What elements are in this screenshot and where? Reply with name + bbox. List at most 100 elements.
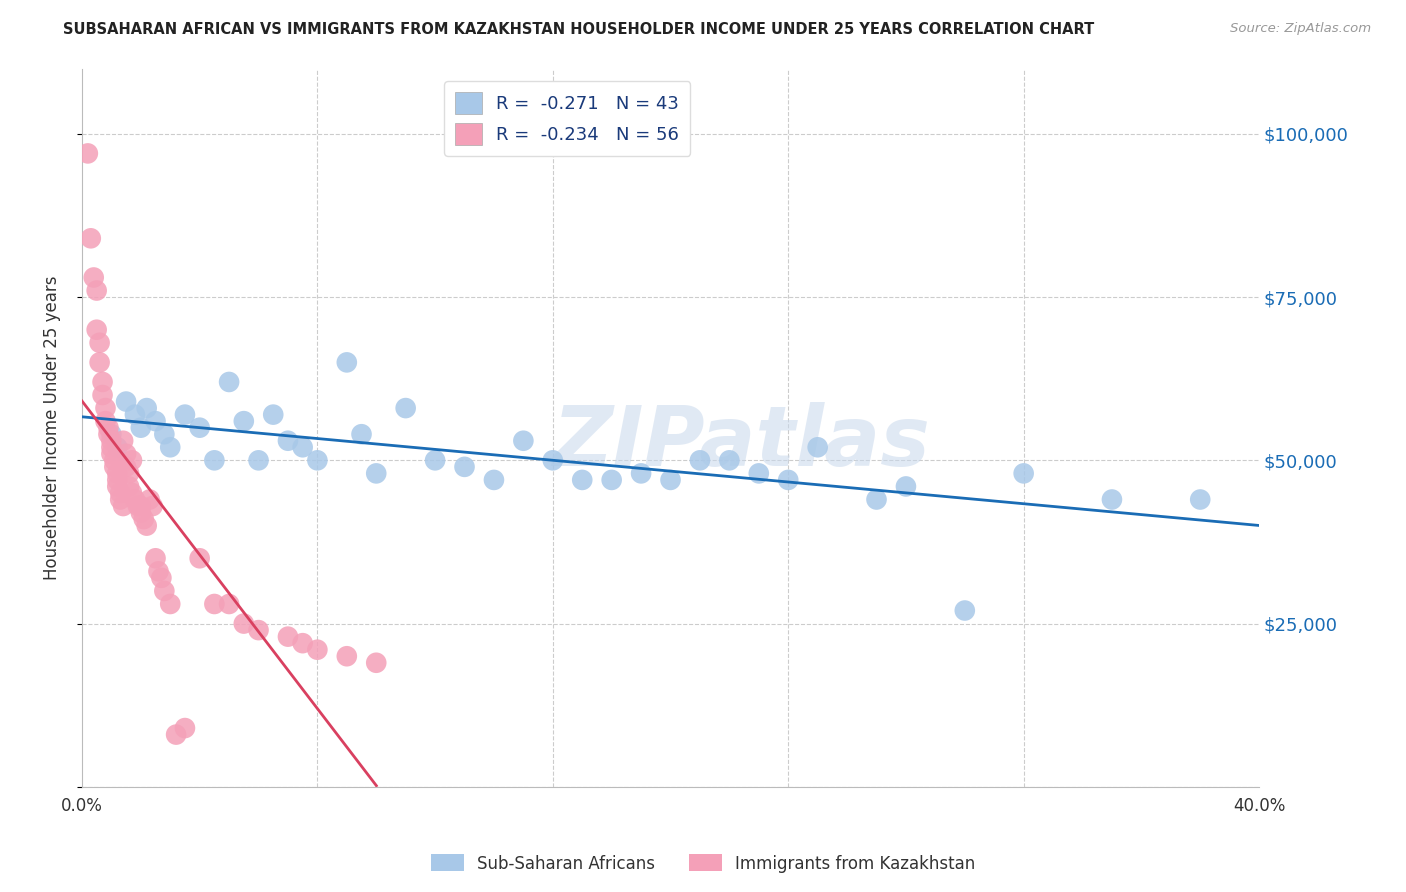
Point <box>105 473 128 487</box>
Point <box>124 408 146 422</box>
Point <box>336 355 359 369</box>
Point <box>453 459 475 474</box>
Point <box>218 375 240 389</box>
Point <box>307 453 329 467</box>
Point <box>174 721 197 735</box>
Point <box>89 335 111 350</box>
Point <box>748 467 770 481</box>
Point <box>232 414 254 428</box>
Point <box>350 427 373 442</box>
Point <box>366 656 388 670</box>
Point <box>153 583 176 598</box>
Point <box>129 506 152 520</box>
Point <box>89 355 111 369</box>
Point <box>247 453 270 467</box>
Point <box>291 440 314 454</box>
Point <box>100 427 122 442</box>
Point <box>132 512 155 526</box>
Point <box>778 473 800 487</box>
Point <box>148 565 170 579</box>
Point <box>80 231 103 245</box>
Point <box>165 728 187 742</box>
Text: SUBSAHARAN AFRICAN VS IMMIGRANTS FROM KAZAKHSTAN HOUSEHOLDER INCOME UNDER 25 YEA: SUBSAHARAN AFRICAN VS IMMIGRANTS FROM KA… <box>63 22 1094 37</box>
Point <box>188 420 211 434</box>
Point <box>807 440 830 454</box>
Point <box>188 551 211 566</box>
Point <box>600 473 623 487</box>
Point <box>100 447 122 461</box>
Point <box>129 499 152 513</box>
Point <box>689 453 711 467</box>
Point <box>112 499 135 513</box>
Point <box>115 447 138 461</box>
Point <box>91 388 114 402</box>
Point <box>153 427 176 442</box>
Text: ZIPatlas: ZIPatlas <box>553 401 931 483</box>
Point <box>94 401 117 415</box>
Point <box>135 518 157 533</box>
Point <box>630 467 652 481</box>
Point <box>100 440 122 454</box>
Point <box>1189 492 1212 507</box>
Point <box>100 434 122 448</box>
Point <box>1012 467 1035 481</box>
Y-axis label: Householder Income Under 25 years: Householder Income Under 25 years <box>44 276 60 580</box>
Point <box>103 459 125 474</box>
Point <box>1101 492 1123 507</box>
Point <box>115 394 138 409</box>
Point <box>121 486 143 500</box>
Point <box>118 479 141 493</box>
Point <box>291 636 314 650</box>
Point <box>76 146 98 161</box>
Text: Source: ZipAtlas.com: Source: ZipAtlas.com <box>1230 22 1371 36</box>
Point <box>83 270 105 285</box>
Point <box>121 453 143 467</box>
Point <box>159 440 181 454</box>
Point <box>145 414 167 428</box>
Point <box>894 479 917 493</box>
Point <box>108 492 131 507</box>
Point <box>571 473 593 487</box>
Point <box>232 616 254 631</box>
Point <box>108 486 131 500</box>
Point <box>115 459 138 474</box>
Point <box>202 597 225 611</box>
Point <box>512 434 534 448</box>
Point <box>118 467 141 481</box>
Point <box>277 630 299 644</box>
Point <box>865 492 887 507</box>
Point <box>307 642 329 657</box>
Point <box>103 453 125 467</box>
Point <box>218 597 240 611</box>
Point <box>105 479 128 493</box>
Point <box>129 420 152 434</box>
Point <box>150 571 173 585</box>
Point <box>124 492 146 507</box>
Point <box>541 453 564 467</box>
Point <box>86 323 108 337</box>
Point <box>247 623 270 637</box>
Point <box>135 401 157 415</box>
Point <box>482 473 505 487</box>
Point <box>97 420 120 434</box>
Legend: R =  -0.271   N = 43, R =  -0.234   N = 56: R = -0.271 N = 43, R = -0.234 N = 56 <box>444 81 690 156</box>
Point <box>105 467 128 481</box>
Point <box>953 603 976 617</box>
Point <box>423 453 446 467</box>
Point <box>94 414 117 428</box>
Point <box>262 408 284 422</box>
Point <box>127 499 149 513</box>
Legend: Sub-Saharan Africans, Immigrants from Kazakhstan: Sub-Saharan Africans, Immigrants from Ka… <box>423 847 983 880</box>
Point <box>277 434 299 448</box>
Point <box>138 492 160 507</box>
Point <box>145 551 167 566</box>
Point <box>336 649 359 664</box>
Point <box>112 434 135 448</box>
Point <box>86 284 108 298</box>
Point <box>174 408 197 422</box>
Point <box>97 427 120 442</box>
Point <box>142 499 165 513</box>
Point <box>718 453 741 467</box>
Point <box>395 401 418 415</box>
Point <box>202 453 225 467</box>
